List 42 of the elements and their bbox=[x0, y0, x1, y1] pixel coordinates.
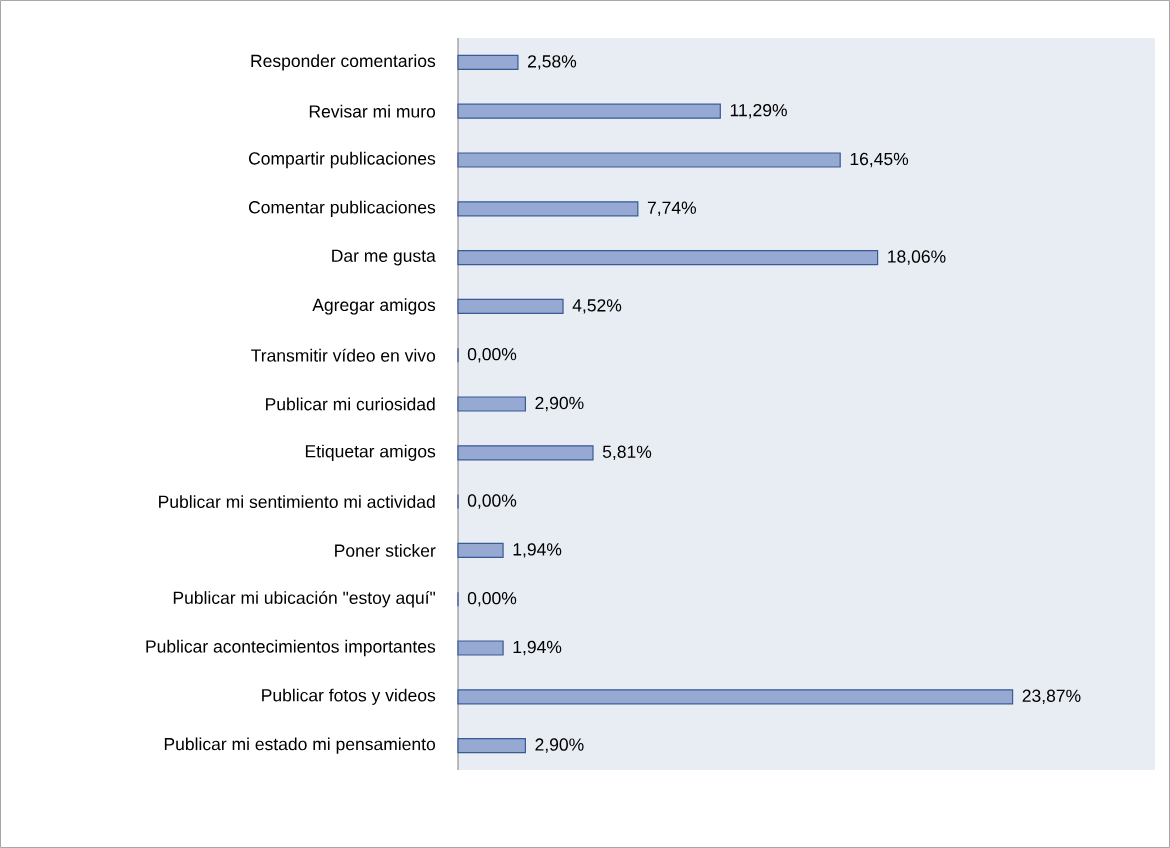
bar bbox=[457, 152, 841, 168]
y-tick-label: Responder comentarios bbox=[251, 54, 436, 71]
bar bbox=[457, 103, 721, 119]
data-label: 18,06% bbox=[888, 250, 946, 265]
y-tick-label: Revisar mi muro bbox=[309, 104, 436, 118]
bar bbox=[457, 737, 526, 754]
y-tick-label: Compartir publicaciones bbox=[248, 151, 436, 169]
data-label: 7,74% bbox=[647, 201, 697, 216]
data-label: 11,29% bbox=[730, 103, 787, 119]
data-label: 16,45% bbox=[850, 152, 909, 168]
y-tick-label: Transmitir vídeo en vivo bbox=[251, 348, 436, 362]
bar bbox=[457, 445, 594, 461]
data-label: 4,52% bbox=[572, 299, 622, 314]
bar bbox=[457, 396, 526, 412]
bar bbox=[457, 201, 639, 217]
y-tick-label: Publicar fotos y videos bbox=[262, 688, 436, 705]
y-tick-label: Publicar mi ubicación "estoy aquí" bbox=[173, 590, 436, 608]
y-tick-label: Publicar mi estado mi pensamiento bbox=[164, 737, 436, 754]
bar bbox=[457, 689, 1014, 705]
bar bbox=[457, 249, 879, 266]
y-tick-label: Poner sticker bbox=[335, 543, 436, 557]
data-label: 2,90% bbox=[535, 738, 584, 753]
data-label: 0,00% bbox=[467, 494, 517, 509]
data-label: 23,87% bbox=[1022, 689, 1081, 705]
y-tick-label: Comentar publicaciones bbox=[248, 200, 436, 217]
bar bbox=[457, 54, 519, 70]
data-label: 2,58% bbox=[528, 55, 577, 70]
data-label: 5,81% bbox=[602, 445, 652, 461]
y-tick-label: Agregar amigos bbox=[312, 298, 436, 315]
data-label: 1,94% bbox=[513, 640, 562, 656]
data-label: 2,90% bbox=[535, 396, 584, 412]
y-tick-label: Publicar mi sentimiento mi actividad bbox=[159, 495, 435, 509]
y-tick-label: Etiquetar amigos bbox=[305, 444, 436, 461]
y-tick-label: Dar me gusta bbox=[332, 249, 436, 266]
bar bbox=[457, 640, 504, 656]
data-label: 0,00% bbox=[467, 591, 517, 607]
bar bbox=[457, 542, 504, 558]
data-label: 1,94% bbox=[513, 543, 562, 558]
y-tick-label: Publicar mi curiosidad bbox=[266, 397, 435, 411]
bar bbox=[457, 298, 564, 314]
data-label: 0,00% bbox=[467, 347, 517, 363]
y-tick-label: Publicar acontecimientos importantes bbox=[146, 639, 436, 657]
